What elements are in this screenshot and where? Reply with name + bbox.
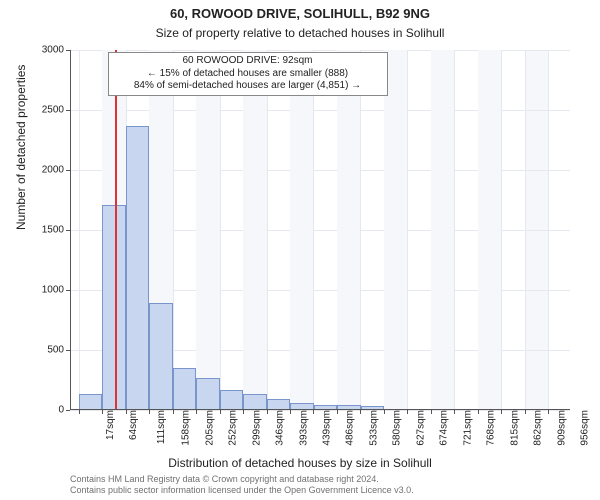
x-tick-mark (313, 410, 314, 414)
x-tick-mark (501, 410, 502, 414)
footer-line-1: Contains HM Land Registry data © Crown c… (70, 474, 414, 485)
x-tick-label: 486sqm (345, 410, 356, 446)
x-tick-label: 111sqm (156, 410, 167, 444)
x-tick-label: 862sqm (533, 410, 544, 446)
x-tick-label: 205sqm (204, 410, 215, 446)
chart-title: 60, ROWOOD DRIVE, SOLIHULL, B92 9NG (0, 6, 600, 21)
x-tick-mark (243, 410, 244, 414)
y-tick-mark (66, 410, 70, 411)
x-tick-label: 674sqm (439, 410, 450, 446)
footer-line-2: Contains public sector information licen… (70, 485, 414, 496)
x-tick-mark (337, 410, 338, 414)
x-tick-label: 252sqm (228, 410, 239, 446)
x-tick-mark (407, 410, 408, 414)
x-tick-label: 17sqm (105, 410, 116, 440)
x-tick-label: 956sqm (580, 410, 591, 446)
x-tick-label: 393sqm (298, 410, 309, 446)
x-tick-label: 768sqm (486, 410, 497, 446)
x-tick-label: 158sqm (181, 410, 192, 446)
x-tick-mark (220, 410, 221, 414)
x-tick-mark (384, 410, 385, 414)
y-axis-label: Number of detached properties (14, 65, 28, 230)
x-tick-label: 299sqm (251, 410, 262, 446)
x-tick-label: 721sqm (462, 410, 473, 446)
plot-area: 05001000150020002500300017sqm64sqm111sqm… (70, 50, 570, 410)
x-tick-mark (126, 410, 127, 414)
x-tick-mark (173, 410, 174, 414)
x-tick-label: 439sqm (321, 410, 332, 446)
x-tick-mark (267, 410, 268, 414)
x-axis-label: Distribution of detached houses by size … (0, 456, 600, 470)
x-tick-mark (454, 410, 455, 414)
x-tick-label: 346sqm (275, 410, 286, 446)
footer-attribution: Contains HM Land Registry data © Crown c… (70, 474, 414, 497)
x-tick-mark (431, 410, 432, 414)
plot-border (70, 50, 570, 410)
x-tick-mark (548, 410, 549, 414)
x-tick-mark (149, 410, 150, 414)
x-tick-label: 909sqm (556, 410, 567, 446)
x-tick-label: 627sqm (415, 410, 426, 446)
x-tick-mark (290, 410, 291, 414)
x-tick-mark (79, 410, 80, 414)
chart-subtitle: Size of property relative to detached ho… (0, 26, 600, 40)
x-tick-label: 64sqm (128, 410, 139, 440)
x-tick-label: 815sqm (509, 410, 520, 446)
x-tick-mark (196, 410, 197, 414)
x-tick-label: 580sqm (392, 410, 403, 446)
x-tick-mark (478, 410, 479, 414)
x-tick-mark (360, 410, 361, 414)
x-tick-mark (102, 410, 103, 414)
x-tick-label: 533sqm (368, 410, 379, 446)
x-tick-mark (525, 410, 526, 414)
